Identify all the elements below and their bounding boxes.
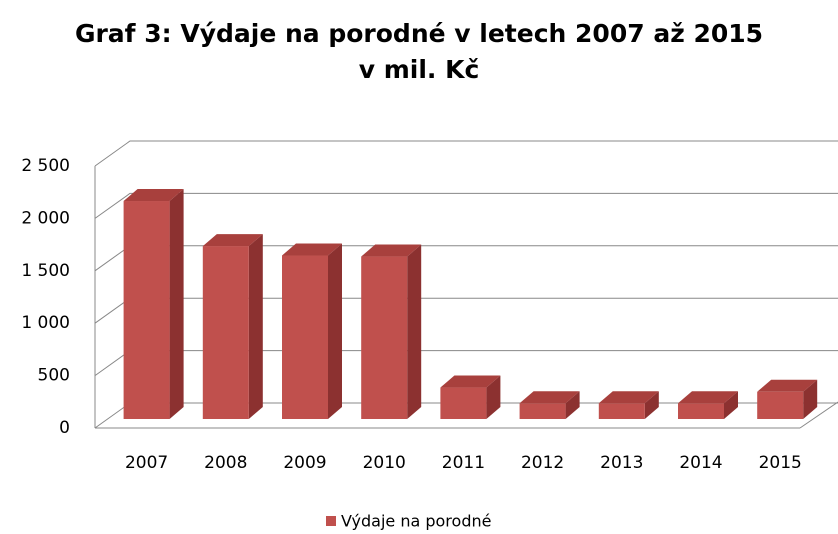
bar — [598, 391, 659, 419]
bar-top — [282, 243, 342, 256]
bar-top — [757, 379, 818, 392]
bar — [519, 391, 580, 419]
bar-side — [407, 244, 422, 419]
bar-top — [361, 244, 422, 257]
floor-edge — [799, 401, 838, 429]
x-tick-label: 2009 — [283, 453, 326, 473]
bar-top — [519, 391, 580, 404]
bar-front — [123, 201, 170, 419]
bar — [202, 234, 263, 419]
bar — [361, 244, 422, 419]
bar-side — [328, 243, 342, 419]
bar-side — [803, 379, 818, 419]
y-tick-label: 1 500 — [21, 261, 70, 281]
legend-swatch — [326, 516, 336, 526]
bar-side — [248, 234, 263, 419]
bar-side — [486, 375, 501, 419]
bar-front — [598, 403, 645, 419]
x-tick-label: 2013 — [600, 453, 643, 473]
y-tick-label: 500 — [38, 366, 70, 386]
bar-top — [202, 234, 263, 247]
bar — [282, 243, 342, 419]
chart-title: Graf 3: Výdaje na porodné v letech 2007 … — [74, 19, 764, 84]
y-tick-label: 2 500 — [21, 156, 70, 176]
bar-side — [644, 391, 659, 419]
bar-front — [678, 403, 724, 419]
bar-front — [519, 403, 566, 419]
bar-top — [678, 391, 738, 404]
bar-side — [724, 391, 738, 419]
x-tick-label: 2011 — [442, 453, 485, 473]
x-tick-label: 2012 — [521, 453, 564, 473]
bar-front — [202, 246, 249, 419]
y-tick-label: 0 — [59, 418, 70, 438]
grid-line — [94, 192, 838, 219]
bar-front — [440, 387, 487, 419]
bar-front — [361, 256, 408, 419]
bar-top — [123, 189, 184, 202]
x-tick-label: 2015 — [759, 453, 802, 473]
y-tick-label: 1 000 — [21, 313, 70, 333]
bar-side — [565, 391, 580, 419]
x-tick-label: 2007 — [125, 453, 168, 473]
bar — [440, 375, 501, 419]
bar-top — [440, 375, 501, 388]
bar — [757, 379, 818, 419]
grid-line — [94, 140, 838, 167]
bar — [678, 391, 738, 419]
y-tick-label: 2 000 — [21, 208, 70, 228]
bar-side — [169, 189, 184, 419]
bar-front — [757, 391, 804, 419]
bar — [123, 189, 184, 419]
x-tick-label: 2010 — [363, 453, 406, 473]
bar-front — [282, 255, 328, 419]
legend-label: Výdaje na porodné — [341, 512, 491, 531]
bar-top — [598, 391, 659, 404]
x-tick-label: 2008 — [204, 453, 247, 473]
x-tick-label: 2014 — [679, 453, 722, 473]
